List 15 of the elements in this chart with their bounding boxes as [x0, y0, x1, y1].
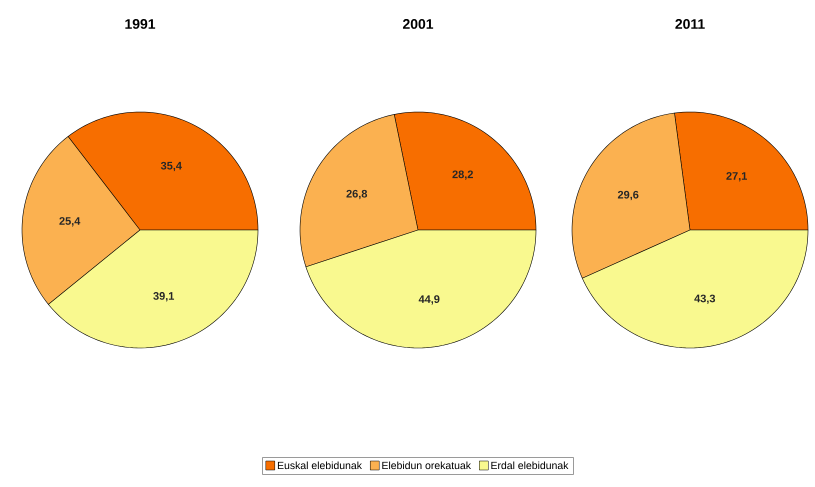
chart-title: 2001 — [402, 19, 434, 29]
data-label: 29,6 — [618, 190, 638, 200]
legend-label: Euskal elebidunak — [278, 461, 362, 470]
data-label: 28,2 — [452, 170, 473, 180]
data-label: 44,9 — [418, 295, 440, 305]
data-label: 35,4 — [160, 162, 182, 172]
chart-title: 1991 — [125, 19, 156, 29]
data-label: 39,1 — [153, 292, 174, 302]
data-label: 25,4 — [59, 217, 80, 226]
data-label: 27,1 — [726, 172, 748, 182]
chart-title: 2011 — [675, 19, 705, 29]
data-label: 26,8 — [346, 190, 368, 200]
legend-label: Elebidun orekatuak — [382, 461, 471, 470]
legend-label: Erdal elebidunak — [491, 461, 568, 470]
data-label: 43,3 — [694, 294, 716, 304]
